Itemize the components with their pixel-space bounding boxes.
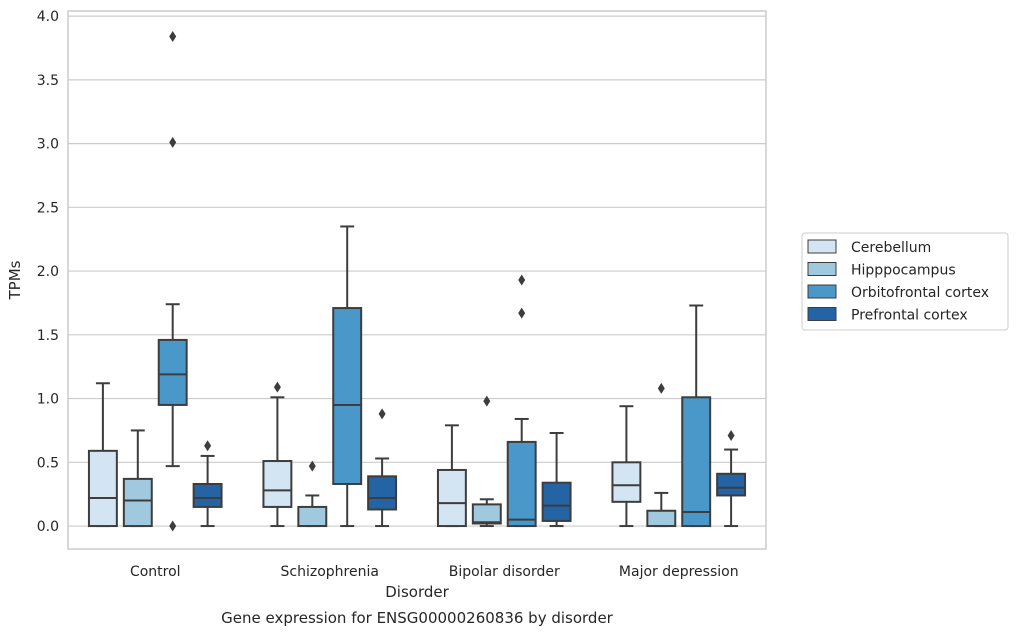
legend-label: Cerebellum [851, 240, 931, 256]
box-orbitofrontal-cortex [157, 30, 188, 532]
box-cerebellum [611, 405, 642, 528]
box-iqr [646, 509, 677, 528]
box-iqr [506, 440, 537, 528]
box-iqr [332, 307, 363, 485]
box-iqr [611, 461, 642, 503]
y-tick-label: 0.0 [37, 519, 59, 535]
outlier-point [204, 440, 212, 452]
legend-label: Hipppocampus [851, 263, 956, 279]
box-plots [87, 30, 747, 532]
x-axis-label: Disorder [385, 583, 449, 601]
y-tick-label: 1.5 [37, 328, 59, 344]
box-iqr [367, 475, 398, 511]
box-prefrontal-cortex [541, 431, 572, 528]
chart-caption: Gene expression for ENSG00000260836 by d… [221, 609, 614, 627]
outlier-point [308, 460, 316, 472]
legend-label: Prefrontal cortex [851, 308, 968, 324]
outlier-point [378, 408, 386, 420]
legend-swatch [807, 307, 837, 321]
outlier-point [727, 430, 735, 442]
box-prefrontal-cortex [367, 408, 398, 528]
legend: Cerebellum Hipppocampus Orbitofrontal cort… [801, 232, 1009, 331]
y-tick-label: 1.0 [37, 392, 59, 408]
box-cerebellum [436, 424, 467, 528]
box-orbitofrontal-cortex [332, 225, 363, 528]
outlier-point [273, 381, 281, 393]
outlier-point [657, 382, 665, 394]
x-tick-label: Bipolar disorder [449, 564, 560, 580]
box-iqr [157, 338, 188, 406]
box-iqr [681, 396, 712, 528]
box-prefrontal-cortex [192, 440, 223, 528]
box-iqr [297, 505, 328, 528]
box-hipppocampus [297, 460, 328, 528]
outlier-point [483, 395, 491, 407]
y-axis-label: TPMs [6, 260, 24, 300]
legend-swatch [807, 262, 837, 276]
box-hipppocampus [471, 395, 502, 528]
y-tick-label: 3.0 [37, 137, 59, 153]
box-orbitofrontal-cortex [681, 304, 712, 528]
box-iqr [122, 477, 153, 528]
x-tick-label: Schizophrenia [281, 564, 379, 580]
outlier-point [518, 274, 526, 286]
box-iqr [541, 481, 572, 522]
outlier-point [518, 307, 526, 319]
box-cerebellum [87, 382, 118, 528]
legend-swatch [807, 284, 837, 299]
outlier-point [169, 136, 177, 148]
x-tick-label: Major depression [619, 564, 739, 580]
box-iqr [436, 468, 467, 528]
y-tick-label: 3.5 [37, 73, 59, 89]
box-hipppocampus [646, 382, 677, 528]
outlier-point [169, 520, 177, 532]
x-tick-label: Control [130, 564, 181, 580]
y-tick-label: 2.0 [37, 264, 59, 280]
box-iqr [192, 482, 223, 508]
box-iqr [262, 460, 293, 508]
box-cerebellum [262, 381, 293, 528]
legend-frame [801, 232, 1009, 331]
axes: 0.0 0.5 1.0 1.5 2.0 2.5 3.0 3.5 4.0 Control Schizo… [37, 9, 739, 580]
box-hipppocampus [122, 429, 153, 528]
y-tick-label: 2.5 [37, 200, 59, 216]
y-tick-label: 4.0 [37, 9, 59, 25]
box-prefrontal-cortex [716, 430, 747, 528]
legend-label: Orbitofrontal cortex [851, 285, 989, 301]
y-tick-label: 0.5 [37, 455, 59, 471]
box-iqr [716, 472, 747, 497]
plot-frame [67, 10, 767, 550]
box-iqr [87, 449, 118, 528]
legend-swatch [807, 239, 837, 254]
box-iqr [471, 503, 502, 525]
box-orbitofrontal-cortex [506, 274, 537, 528]
outlier-point [169, 30, 177, 42]
